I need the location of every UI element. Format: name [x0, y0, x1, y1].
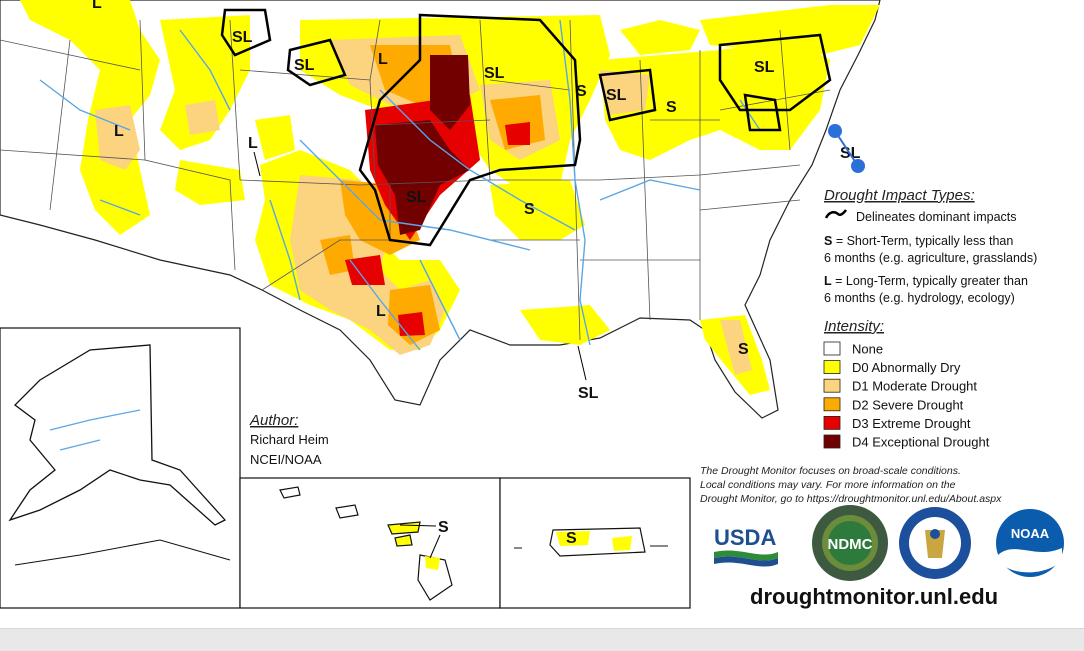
d4-regions: [375, 55, 470, 235]
usda-logo: USDA: [714, 525, 778, 567]
intensity-swatch: [823, 434, 841, 449]
label-s-pr: S: [566, 530, 577, 547]
label-l-nv: L: [114, 123, 124, 140]
intensity-swatch: [823, 378, 841, 393]
intensity-swatch: [823, 360, 841, 375]
author-org: NCEI/NOAA: [250, 452, 322, 467]
doc-seal-logo: [899, 507, 971, 579]
intensity-title: Intensity:: [824, 318, 884, 335]
hawaii-inset: S: [239, 477, 501, 609]
disclaimer-line2: Local conditions may vary. For more info…: [700, 479, 956, 491]
short-term-code: S: [824, 234, 832, 248]
conus-map: L SL SL L SL S SL S SL L L SL S L SL S S…: [0, 0, 881, 419]
site-url: droughtmonitor.unl.edu: [750, 584, 998, 609]
drought-map-svg: L SL SL L SL S SL S SL L L SL S L SL S S…: [0, 0, 1064, 609]
label-s-oh2: S: [666, 99, 677, 116]
label-sl-mi: SL: [606, 87, 627, 104]
intensity-label: D1 Moderate Drought: [852, 379, 977, 394]
label-sl-ny: SL: [754, 59, 775, 76]
long-term-line2: 6 months (e.g. hydrology, ecology): [824, 291, 1015, 305]
rivers: [39, 19, 761, 351]
impact-types-title: Drought Impact Types:: [824, 187, 975, 204]
leader-co: [253, 151, 261, 177]
intensity-label: None: [852, 342, 883, 357]
label-sl-la: SL: [578, 385, 599, 402]
intensity-swatch: [823, 341, 841, 356]
short-term-line1: = Short-Term, typically less than: [832, 234, 1013, 248]
delineates-text: Delineates dominant impacts: [856, 210, 1017, 224]
label-l-co: L: [248, 135, 258, 152]
intensity-label: D0 Abnormally Dry: [852, 360, 961, 375]
ndmc-logo-text: NDMC: [828, 536, 873, 553]
noaa-logo-text: NOAA: [1011, 526, 1050, 541]
puerto-rico-inset: S: [499, 477, 691, 609]
author-name: Richard Heim: [250, 432, 329, 447]
svg-text:S = Short-Term, typically less: S = Short-Term, typically less than: [824, 234, 1013, 248]
label-s-oh: S: [576, 83, 587, 100]
disclaimer-line3: Drought Monitor, go to https://droughtmo…: [700, 493, 1002, 505]
delineate-line-icon: [824, 209, 847, 219]
noaa-logo: NOAA: [996, 509, 1064, 577]
label-l-tx: L: [376, 303, 386, 320]
intensity-legend: Intensity: None D0 Abnormally Dry D1 Moder…: [823, 318, 990, 450]
alaska-inset: [0, 327, 241, 609]
author-heading: Author:: [249, 412, 298, 429]
label-l-sd: L: [378, 51, 388, 68]
ndmc-logo: NDMC: [812, 505, 888, 581]
intensity-label: D2 Severe Drought: [852, 397, 964, 412]
impact-lines: [220, 8, 832, 247]
label-sl-mt: SL: [232, 29, 253, 46]
label-s-fl: S: [738, 341, 749, 358]
long-term-code: L: [824, 274, 832, 288]
map-labels: L SL SL L SL S SL S SL L L SL S L SL S S…: [92, 0, 861, 402]
label-s-ar: S: [524, 201, 535, 218]
long-term-line1: = Long-Term, typically greater than: [832, 274, 1028, 288]
delaware-markers: [828, 124, 865, 173]
impact-types-legend: Drought Impact Types: Delineates dominan…: [824, 187, 1037, 305]
intensity-swatch: [823, 415, 841, 430]
disclaimer: The Drought Monitor focuses on broad-sca…: [700, 465, 1002, 505]
svg-text:L = Long-Term, typically great: L = Long-Term, typically greater than: [824, 274, 1028, 288]
label-sl-ok: SL: [406, 189, 427, 206]
usda-logo-text: USDA: [714, 525, 776, 550]
author-block: Author: Richard Heim NCEI/NOAA: [249, 412, 329, 467]
alaska-land: [8, 344, 227, 526]
drought-map-page: L SL SL L SL S SL S SL L L SL S L SL S S…: [0, 0, 1064, 609]
intensity-label: D3 Extreme Drought: [852, 416, 971, 431]
label-s-hi: S: [438, 519, 449, 536]
label-l-nw: L: [92, 0, 102, 12]
label-sl-mn: SL: [484, 65, 505, 82]
intensity-label: D4 Exceptional Drought: [852, 435, 990, 450]
leader-la: [577, 345, 587, 381]
disclaimer-line1: The Drought Monitor focuses on broad-sca…: [700, 465, 961, 477]
intensity-swatch: [823, 397, 841, 412]
label-sl-id: SL: [294, 57, 315, 74]
short-term-line2: 6 months (e.g. agriculture, grasslands): [824, 251, 1037, 265]
bottom-bar: [0, 628, 1084, 651]
